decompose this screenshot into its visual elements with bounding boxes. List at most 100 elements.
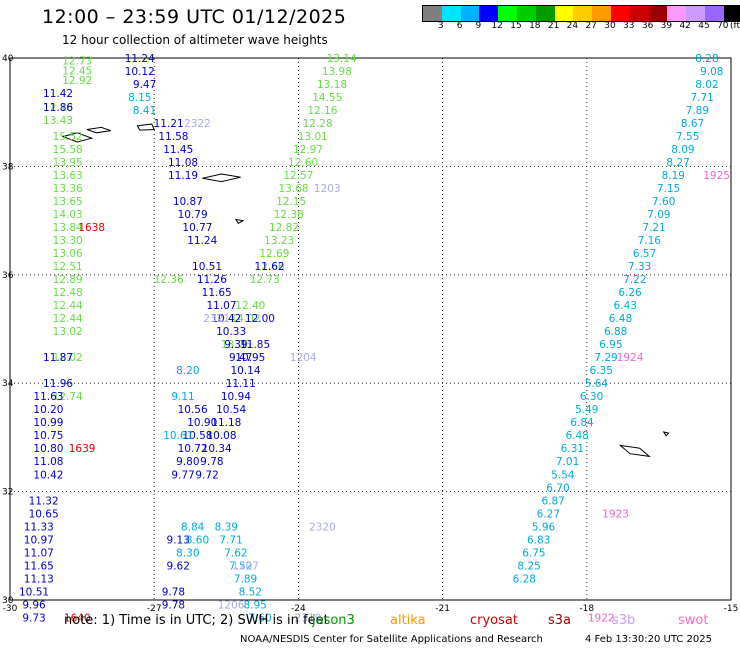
island-coastline <box>662 431 670 437</box>
wave-height-label: 8.41 <box>133 105 156 117</box>
color-scale-label: 30 <box>604 21 616 31</box>
wave-height-label: 7.52 <box>229 560 252 572</box>
wave-height-label: 11.85 <box>240 339 270 351</box>
y-tick-label: 34 <box>2 379 14 389</box>
wave-height-label: 12.38 <box>274 209 304 221</box>
wave-height-label: 2321 <box>203 313 230 325</box>
wave-height-label: 13.01 <box>298 131 328 143</box>
color-scale-label: 3 <box>437 21 444 31</box>
satellite-legend-item: jason3 <box>312 613 355 628</box>
wave-height-label: 12.51 <box>53 261 83 273</box>
island-coastline <box>234 218 245 224</box>
wave-height-label: 13.65 <box>53 196 83 208</box>
color-scale-label: 15 <box>510 21 522 31</box>
wave-height-label: 8.67 <box>681 118 704 130</box>
color-swatch <box>667 6 687 21</box>
wave-height-label: 6.26 <box>618 287 642 299</box>
wave-height-label: 11.65 <box>202 287 232 299</box>
wave-height-label: 7.29 <box>594 352 617 364</box>
wave-height-label: 11.07 <box>206 300 236 312</box>
wave-height-label: 11.11 <box>226 378 256 390</box>
wave-height-label: 1925 <box>703 170 730 182</box>
wave-height-label: 9.11 <box>171 391 194 403</box>
wave-height-label: 12.48 <box>53 287 83 299</box>
wave-height-label: 8.27 <box>666 157 689 169</box>
wave-height-label: 10.87 <box>173 196 203 208</box>
wave-height-label: 6.87 <box>541 495 564 507</box>
wave-height-label: 7.09 <box>647 209 670 221</box>
wave-height-label: 10.42 <box>33 469 63 481</box>
wave-height-label: 13.30 <box>53 235 83 247</box>
island-coastline <box>202 173 241 183</box>
page-subtitle: 12 hour collection of altimeter wave hei… <box>62 33 328 47</box>
wave-height-label: 10.75 <box>33 430 63 442</box>
wave-height-label: 11.32 <box>29 495 59 507</box>
wave-height-label: 7.71 <box>690 92 713 104</box>
island-coastline <box>86 126 112 134</box>
wave-height-label: 10.65 <box>29 508 59 520</box>
wave-height-label: 9.73 <box>22 612 45 624</box>
color-swatch <box>441 6 461 21</box>
wave-height-label: 8.84 <box>181 521 205 533</box>
color-scale-label: 70 <box>717 21 729 31</box>
wave-height-label: 12.89 <box>53 274 83 286</box>
wave-height-label: 12.82 <box>269 222 299 234</box>
wave-height-label: 10.79 <box>178 209 208 221</box>
wave-height-label: 6.28 <box>513 573 536 585</box>
wave-height-label: 7.15 <box>657 183 680 195</box>
wave-height-label: 9.47 <box>229 352 252 364</box>
color-swatch <box>648 6 668 21</box>
x-tick-label: -18 <box>579 604 594 614</box>
wave-height-label: 8.39 <box>215 521 238 533</box>
wave-height-label: 1204 <box>290 352 317 364</box>
wave-height-label: 7.60 <box>652 196 675 208</box>
wave-height-label: 9.62 <box>167 560 190 572</box>
wave-height-label: 11.24 <box>187 235 217 247</box>
wave-height-label: 1639 <box>69 443 96 455</box>
wave-height-label: 11.87 <box>43 352 73 364</box>
y-tick-label: 30 <box>2 596 14 606</box>
page-title: 12:00 – 23:59 UTC 01/12/2025 <box>42 6 347 28</box>
wave-height-label: 8.52 <box>239 586 262 598</box>
wave-height-label: 11.96 <box>43 378 73 390</box>
island-coastline <box>618 444 651 458</box>
color-scale-label: 36 <box>641 21 654 31</box>
wave-height-label: 13.95 <box>53 157 83 169</box>
wave-height-label: 12.97 <box>293 144 323 156</box>
wave-height-label: 13.84 <box>53 222 83 234</box>
wave-height-label: 6.30 <box>580 391 603 403</box>
x-tick-label: -21 <box>435 604 450 614</box>
wave-height-label: 8.02 <box>695 79 718 91</box>
wave-height-label: 13.43 <box>43 115 73 127</box>
x-tick-label: -24 <box>291 604 306 614</box>
wave-height-label: 10.08 <box>206 430 236 442</box>
wave-height-label: 10.90 <box>187 417 217 429</box>
color-scale-label: 24 <box>566 21 579 31</box>
wave-height-label: 7.55 <box>676 131 699 143</box>
wave-height-label: 8.28 <box>695 53 718 65</box>
wave-height-label: 6.48 <box>565 430 588 442</box>
wave-height-label: 6.57 <box>633 248 656 260</box>
color-scale-label: 9 <box>475 21 482 31</box>
wave-height-label: 7.89 <box>234 573 257 585</box>
color-scale-labels: 3 6 9 12 15 18 21 24 27 30 33 36 39 42 45 70 <box>422 21 740 33</box>
satellite-legend-item: altika <box>390 613 426 628</box>
wave-height-label: 6.83 <box>527 534 550 546</box>
x-tick-label: -15 <box>724 604 739 614</box>
wave-height-label: 2319 <box>295 612 322 624</box>
wave-height-label: 11.08 <box>33 456 63 468</box>
wave-height-label: 1638 <box>78 222 105 234</box>
wave-height-label: 7.01 <box>556 456 579 468</box>
wave-height-label: 7.71 <box>219 534 242 546</box>
wave-height-label: 7.22 <box>623 274 646 286</box>
y-tick-label: 40 <box>2 54 14 64</box>
wave-height-label: 11.19 <box>168 170 198 182</box>
wave-height-label: 12.15 <box>276 196 306 208</box>
color-swatch <box>610 6 630 21</box>
wave-height-label: 10.97 <box>24 534 54 546</box>
wave-height-label: 1207 <box>232 560 259 572</box>
color-swatch <box>723 6 740 21</box>
wave-height-label: 12.57 <box>283 170 313 182</box>
wave-height-label: 13.23 <box>264 235 294 247</box>
